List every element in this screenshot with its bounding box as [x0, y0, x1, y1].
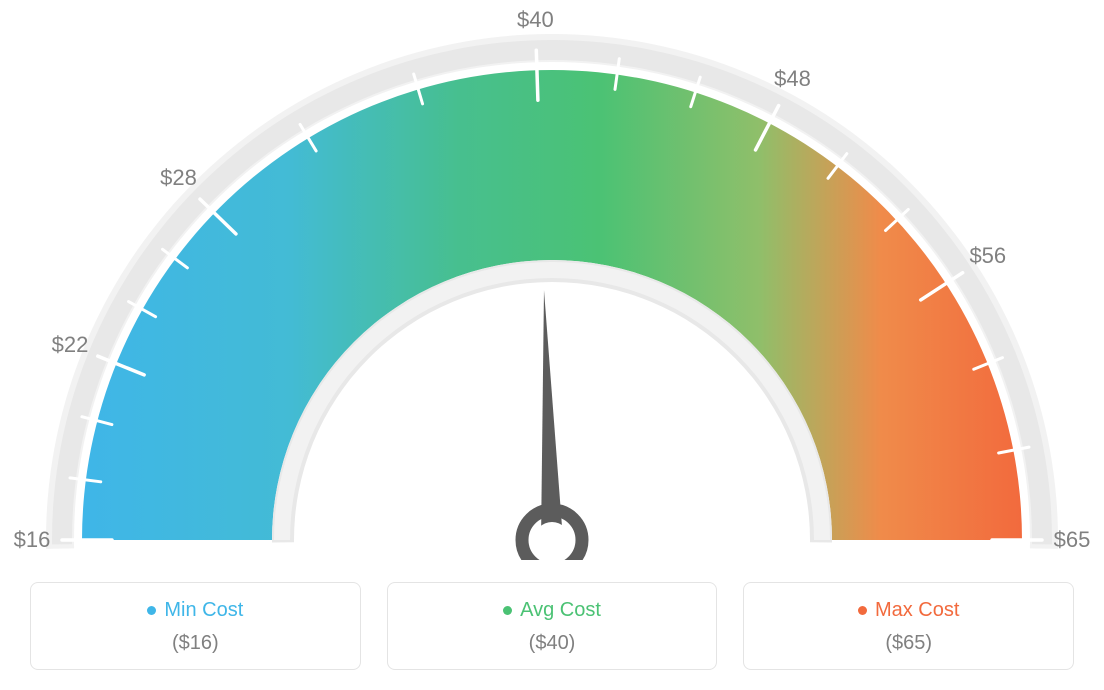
- legend-min-title: Min Cost: [147, 599, 243, 622]
- legend-avg-title: Avg Cost: [503, 599, 601, 622]
- legend-max-title: Max Cost: [858, 599, 959, 622]
- gauge-tick-label: $56: [969, 243, 1006, 269]
- legend-avg-value: ($40): [388, 632, 717, 655]
- gauge-chart: $16 $22 $28 $40 $48 $56 $65: [0, 0, 1104, 560]
- legend-min-dot: [147, 606, 156, 615]
- legend-min-value: ($16): [31, 632, 360, 655]
- legend-avg-label: Avg Cost: [520, 599, 601, 622]
- legend-avg: Avg Cost ($40): [387, 582, 718, 670]
- legend-max: Max Cost ($65): [743, 582, 1074, 670]
- gauge-svg: [0, 0, 1104, 560]
- legend-max-label: Max Cost: [875, 599, 959, 622]
- legend-min-label: Min Cost: [164, 599, 243, 622]
- gauge-tick-label: $28: [160, 165, 197, 191]
- gauge-tick-label: $16: [14, 527, 51, 553]
- legend-max-value: ($65): [744, 632, 1073, 655]
- legend-max-dot: [858, 606, 867, 615]
- legend-row: Min Cost ($16) Avg Cost ($40) Max Cost (…: [30, 582, 1074, 670]
- legend-min: Min Cost ($16): [30, 582, 361, 670]
- gauge-tick-label: $48: [774, 66, 811, 92]
- gauge-tick-label: $40: [517, 7, 554, 33]
- chart-container: $16 $22 $28 $40 $48 $56 $65 Min Cost ($16) Avg…: [0, 0, 1104, 690]
- gauge-tick-label: $65: [1054, 527, 1091, 553]
- gauge-tick-label: $22: [52, 332, 89, 358]
- legend-avg-dot: [503, 606, 512, 615]
